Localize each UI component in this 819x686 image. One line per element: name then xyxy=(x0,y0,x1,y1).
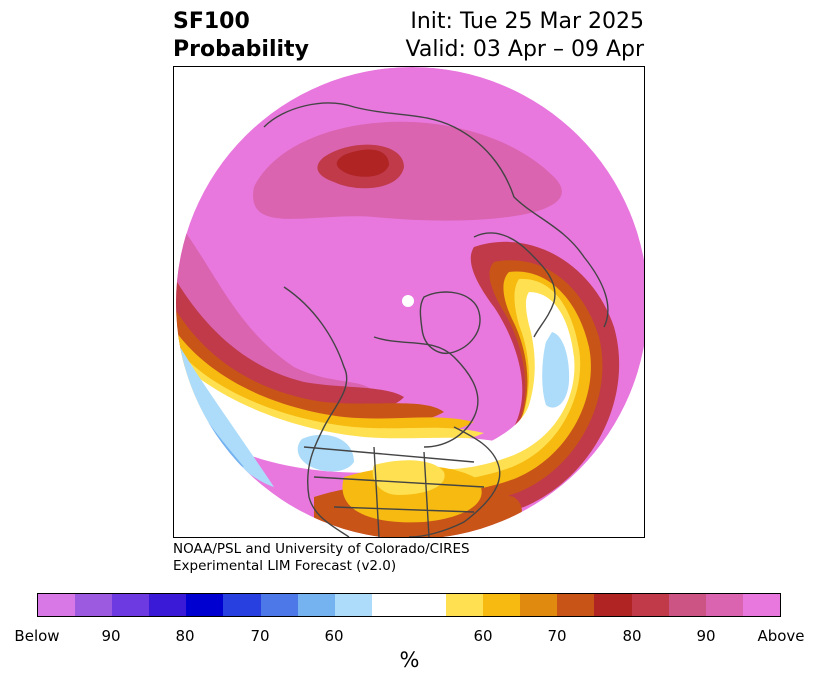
colorbar-swatch-11 xyxy=(446,594,484,616)
colorbar-tick-label: 60 xyxy=(324,627,344,645)
near-normal-atlantic xyxy=(429,292,575,470)
band-above-75 xyxy=(336,149,389,177)
pole-marker xyxy=(402,295,414,307)
band-above-90 xyxy=(253,121,562,221)
colorbar-swatch-6 xyxy=(260,594,298,616)
colorbar-tick-label: 80 xyxy=(622,627,642,645)
credits-line-2: Experimental LIM Forecast (v2.0) xyxy=(173,558,397,574)
chart-title-right: Init: Tue 25 Mar 2025 Valid: 03 Apr – 09… xyxy=(406,8,645,64)
colorbar-swatch-12 xyxy=(483,594,521,616)
polar-map xyxy=(176,67,644,537)
colorbar-swatch-4 xyxy=(186,594,224,616)
valid-range: Valid: 03 Apr – 09 Apr xyxy=(405,37,645,62)
colorbar-tick-label: Above xyxy=(757,627,805,645)
product-name: SF100 xyxy=(173,9,250,34)
colorbar-unit: % xyxy=(399,648,420,672)
colorbar-tick-label: 60 xyxy=(473,627,493,645)
coast-eurasia xyxy=(263,102,609,328)
near-normal-west xyxy=(176,357,504,473)
colorbar-tick-label: 90 xyxy=(101,627,121,645)
coast-arctic-canada xyxy=(373,336,479,448)
colorbar-swatch-5 xyxy=(223,594,261,616)
coastlines xyxy=(263,102,609,537)
below-normal-canada xyxy=(297,434,354,472)
colorbar-tick-label: 70 xyxy=(547,627,567,645)
colorbar-swatch-19 xyxy=(742,594,780,616)
colorbar-swatch-15 xyxy=(594,594,632,616)
colorbar-swatch-8 xyxy=(334,594,372,616)
colorbar-swatch-2 xyxy=(112,594,150,616)
coast-north-america xyxy=(283,286,350,537)
colorbar-ticks: Below 90 80 70 60 60 70 80 90 Above xyxy=(0,627,819,647)
product-subtitle: Probability xyxy=(173,37,309,62)
colorbar-swatch-1 xyxy=(75,594,113,616)
chart-title-left: SF100 Probability xyxy=(173,8,309,64)
colorbar-swatch-9 xyxy=(371,594,409,616)
colorbar-swatch-10 xyxy=(408,594,447,616)
credits: NOAA/PSL and University of Colorado/CIRE… xyxy=(173,541,470,575)
colorbar-swatch-17 xyxy=(668,594,706,616)
colorbar-tick-label: 70 xyxy=(250,627,270,645)
colorbar-swatch-7 xyxy=(297,594,335,616)
colorbar-tick-label: 90 xyxy=(696,627,716,645)
us-borders xyxy=(303,446,485,537)
init-date: Init: Tue 25 Mar 2025 xyxy=(410,9,644,34)
colorbar-swatch-16 xyxy=(631,594,669,616)
colorbar-swatch-3 xyxy=(149,594,187,616)
map-frame xyxy=(173,66,645,538)
colorbar-swatch-13 xyxy=(520,594,558,616)
colorbar-tick-label: 80 xyxy=(175,627,195,645)
colorbar-swatch-18 xyxy=(705,594,743,616)
colorbar-swatch-14 xyxy=(557,594,595,616)
probability-field xyxy=(176,67,644,537)
colorbar xyxy=(37,593,781,617)
below-normal-atlantic xyxy=(542,332,570,408)
colorbar-tick-label: Below xyxy=(14,627,60,645)
credits-line-1: NOAA/PSL and University of Colorado/CIRE… xyxy=(173,541,470,557)
colorbar-swatch-0 xyxy=(38,594,76,616)
coast-east-us xyxy=(408,426,501,537)
coast-greenland xyxy=(419,291,481,354)
coast-europe xyxy=(473,232,556,338)
